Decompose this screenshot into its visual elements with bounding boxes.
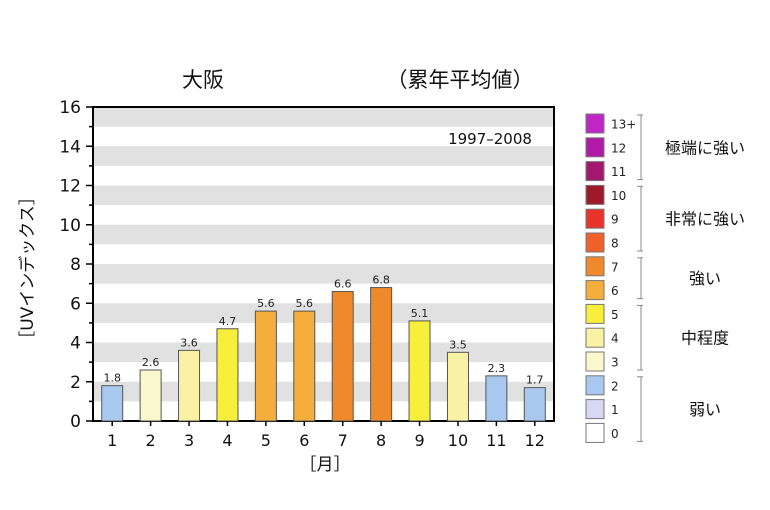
uv-level-label: 4 [611, 332, 619, 346]
uv-level-label: 3 [611, 356, 619, 370]
uv-swatch [585, 232, 605, 253]
uv-swatch [585, 113, 605, 134]
grid-band [93, 381, 554, 402]
bar-value-label: 1.8 [103, 372, 121, 385]
bars-group: 1.8 2.6 3.6 4.7 5.6 5.6 6.6 6.8 5.1 3.5 2.3 1.7 [101, 274, 546, 422]
bar-month-12 [523, 387, 546, 422]
bar-month-11 [485, 375, 508, 422]
y-axis-ticks: 0 2 4 6 8 10 12 14 16 [59, 98, 93, 432]
uv-level-label: 5 [611, 308, 619, 322]
uv-swatch [585, 351, 605, 372]
bar-value-label: 3.5 [449, 338, 467, 351]
uv-level-label: 11 [611, 165, 626, 179]
uv-category-label: 強い [689, 269, 721, 288]
uv-category-label: 極端に強い [665, 138, 745, 157]
uv-level-label: 2 [611, 379, 619, 393]
y-tick-label: 12 [59, 177, 81, 197]
x-tick-label: 5 [261, 431, 271, 450]
x-tick-label: 4 [222, 431, 232, 450]
bar-month-3 [178, 349, 201, 422]
uv-level-label: 0 [611, 427, 619, 441]
uv-swatch [585, 137, 605, 158]
chart-title: 大阪 [182, 68, 224, 92]
y-tick-label: 14 [59, 137, 81, 157]
bar-month-9 [408, 320, 431, 422]
grid-band [93, 185, 554, 206]
bar-value-label: 6.8 [372, 274, 390, 287]
x-tick-label: 7 [338, 431, 348, 450]
bar-month-4 [216, 328, 239, 422]
x-tick-label: 11 [486, 431, 506, 450]
uv-level-label: 8 [611, 237, 619, 251]
uv-swatch [585, 184, 605, 205]
uv-level-label: 9 [611, 213, 619, 227]
uv-swatch [585, 422, 605, 443]
x-axis-label: ［月］ [300, 455, 351, 475]
uv-swatch [585, 375, 605, 396]
period-label: 1997–2008 [448, 130, 532, 148]
bar-month-8 [370, 287, 393, 422]
uv-level-label: 6 [611, 284, 619, 298]
grid-band [93, 303, 554, 323]
bar-month-1 [101, 385, 124, 422]
bar-value-label: 2.3 [488, 362, 506, 375]
x-axis-ticks: 1 2 3 4 5 6 7 8 9 10 11 12 [107, 421, 545, 450]
uv-swatch [585, 399, 605, 420]
uv-swatch [585, 327, 605, 348]
y-axis-label: ［UVインデックス］ [17, 188, 38, 348]
uv-level-label: 12 [611, 141, 626, 155]
bar-value-label: 6.6 [334, 277, 352, 290]
uv-swatch [585, 161, 605, 182]
y-tick-label: 2 [70, 373, 81, 393]
uv-category-label: 弱い [689, 400, 721, 419]
y-tick-label: 16 [59, 98, 81, 118]
grid-band [93, 264, 554, 284]
bar-value-label: 2.6 [142, 356, 160, 369]
bar-value-label: 4.7 [219, 315, 237, 328]
bar-month-10 [446, 351, 469, 422]
grid-band [93, 342, 554, 363]
y-tick-label: 10 [59, 216, 81, 236]
chart-subtitle: （累年平均値） [387, 68, 534, 92]
bar-month-7 [331, 290, 354, 422]
bar-month-5 [254, 310, 277, 422]
y-tick-label: 4 [70, 334, 81, 354]
bar-value-label: 1.7 [526, 374, 544, 387]
x-tick-label: 12 [525, 431, 545, 450]
bar-month-6 [293, 310, 316, 422]
uv-swatch [585, 280, 605, 301]
bar-value-label: 5.6 [296, 297, 314, 310]
grid-band [93, 146, 554, 166]
uv-swatch [585, 256, 605, 277]
y-tick-label: 8 [70, 255, 81, 275]
uv-category-label: 非常に強い [665, 210, 745, 229]
grid-band [93, 107, 554, 127]
x-tick-label: 9 [414, 431, 424, 450]
x-tick-label: 3 [184, 431, 194, 450]
y-tick-label: 0 [70, 412, 81, 432]
uv-level-label: 10 [611, 189, 626, 203]
bar-value-label: 5.6 [257, 297, 275, 310]
x-tick-label: 6 [299, 431, 309, 450]
uv-level-label: 7 [611, 260, 619, 274]
uv-level-label: 1 [611, 403, 619, 417]
y-tick-label: 6 [70, 294, 81, 314]
bar-value-label: 5.1 [411, 307, 429, 320]
uv-category-label: 中程度 [681, 329, 729, 348]
bar-month-2 [139, 369, 162, 422]
grid-band [93, 224, 554, 245]
uv-swatch [585, 303, 605, 324]
x-tick-label: 1 [107, 431, 117, 450]
x-tick-label: 8 [376, 431, 386, 450]
grid-bands [93, 107, 554, 402]
uv-swatch [585, 208, 605, 229]
uv-level-label: 13+ [611, 118, 636, 132]
bar-value-label: 3.6 [180, 336, 198, 349]
x-tick-label: 10 [448, 431, 468, 450]
x-tick-label: 2 [146, 431, 156, 450]
